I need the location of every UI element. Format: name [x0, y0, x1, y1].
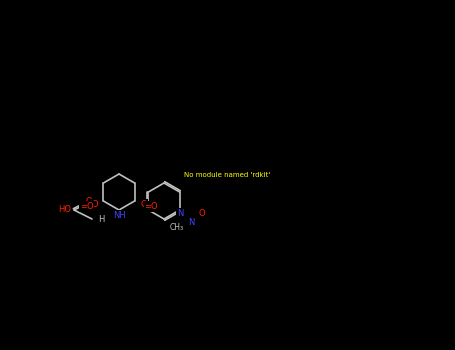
Text: NH: NH	[113, 211, 126, 220]
Text: No module named 'rdkit': No module named 'rdkit'	[184, 172, 271, 178]
Text: CH₃: CH₃	[170, 224, 184, 232]
Text: =O: =O	[80, 202, 93, 211]
Text: N: N	[177, 209, 183, 218]
Text: H: H	[98, 215, 104, 224]
Text: N: N	[188, 218, 194, 227]
Text: =O: =O	[145, 202, 158, 211]
Text: O: O	[140, 200, 147, 209]
Text: HO: HO	[59, 205, 71, 215]
Text: O: O	[198, 209, 205, 218]
Text: O: O	[91, 200, 98, 209]
Text: O: O	[85, 196, 92, 205]
